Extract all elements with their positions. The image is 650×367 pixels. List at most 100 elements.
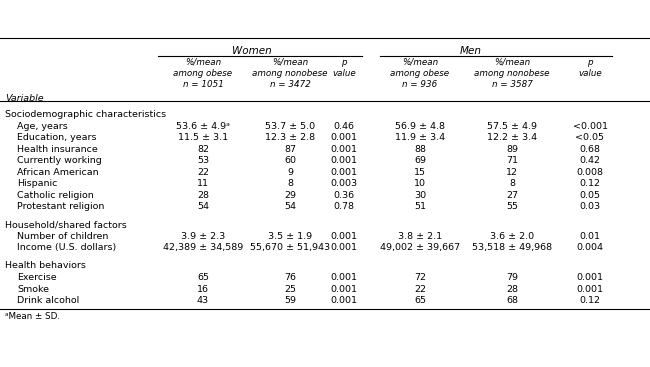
Text: %/mean
among nonobese
n = 3587: %/mean among nonobese n = 3587 bbox=[474, 58, 550, 89]
Text: Age, years: Age, years bbox=[17, 122, 68, 131]
Text: 53,518 ± 49,968: 53,518 ± 49,968 bbox=[472, 243, 552, 252]
Text: Variable: Variable bbox=[5, 94, 44, 103]
Text: Exercise: Exercise bbox=[17, 273, 57, 282]
Text: 8: 8 bbox=[509, 179, 515, 188]
Text: 3.9 ± 2.3: 3.9 ± 2.3 bbox=[181, 232, 225, 241]
Text: 10: 10 bbox=[414, 179, 426, 188]
Text: %/mean
among obese
n = 936: %/mean among obese n = 936 bbox=[391, 58, 450, 89]
Text: Women: Women bbox=[231, 46, 272, 55]
Text: 57.5 ± 4.9: 57.5 ± 4.9 bbox=[487, 122, 537, 131]
Text: 27: 27 bbox=[506, 191, 518, 200]
Text: ᵃMean ± SD.: ᵃMean ± SD. bbox=[5, 312, 60, 321]
Text: 55: 55 bbox=[506, 202, 518, 211]
Text: Currently working: Currently working bbox=[17, 156, 102, 165]
Text: 12.2 ± 3.4: 12.2 ± 3.4 bbox=[487, 133, 537, 142]
Text: 16: 16 bbox=[197, 285, 209, 294]
Text: 51: 51 bbox=[414, 202, 426, 211]
Text: 43: 43 bbox=[197, 296, 209, 305]
Text: 0.001: 0.001 bbox=[330, 145, 358, 154]
Text: 54: 54 bbox=[197, 202, 209, 211]
Text: Protestant religion: Protestant religion bbox=[17, 202, 105, 211]
Text: 0.46: 0.46 bbox=[333, 122, 354, 131]
Text: 28: 28 bbox=[197, 191, 209, 200]
Text: 88: 88 bbox=[414, 145, 426, 154]
Text: 89: 89 bbox=[506, 145, 518, 154]
Text: 11: 11 bbox=[197, 179, 209, 188]
Text: 0.001: 0.001 bbox=[330, 285, 358, 294]
Text: 3.8 ± 2.1: 3.8 ± 2.1 bbox=[398, 232, 442, 241]
Text: 29: 29 bbox=[284, 191, 296, 200]
Text: Household/shared factors: Household/shared factors bbox=[5, 220, 127, 229]
Text: 8: 8 bbox=[287, 179, 293, 188]
Text: 53: 53 bbox=[197, 156, 209, 165]
Text: 69: 69 bbox=[414, 156, 426, 165]
Text: 0.001: 0.001 bbox=[577, 285, 603, 294]
Text: 22: 22 bbox=[414, 285, 426, 294]
Text: 25: 25 bbox=[284, 285, 296, 294]
Text: 87: 87 bbox=[284, 145, 296, 154]
Text: Source: J Womens Health © 2004 Mary Ann Liebert, Inc.: Source: J Womens Health © 2004 Mary Ann … bbox=[397, 349, 642, 358]
Text: 65: 65 bbox=[414, 296, 426, 305]
Text: 56.9 ± 4.8: 56.9 ± 4.8 bbox=[395, 122, 445, 131]
Text: 49,002 ± 39,667: 49,002 ± 39,667 bbox=[380, 243, 460, 252]
Text: %/mean
among obese
n = 1051: %/mean among obese n = 1051 bbox=[174, 58, 233, 89]
Text: 0.78: 0.78 bbox=[333, 202, 354, 211]
Text: 79: 79 bbox=[506, 273, 518, 282]
Text: 42,389 ± 34,589: 42,389 ± 34,589 bbox=[163, 243, 243, 252]
Text: 0.001: 0.001 bbox=[330, 273, 358, 282]
Text: <0.001: <0.001 bbox=[573, 122, 608, 131]
Text: p
value: p value bbox=[332, 58, 356, 78]
Text: 0.004: 0.004 bbox=[577, 243, 603, 252]
Text: 3.6 ± 2.0: 3.6 ± 2.0 bbox=[490, 232, 534, 241]
Text: 0.003: 0.003 bbox=[330, 179, 358, 188]
Text: 0.12: 0.12 bbox=[580, 179, 601, 188]
Text: 0.008: 0.008 bbox=[577, 168, 603, 177]
Text: 72: 72 bbox=[414, 273, 426, 282]
Text: 3.5 ± 1.9: 3.5 ± 1.9 bbox=[268, 232, 312, 241]
Text: 0.12: 0.12 bbox=[580, 296, 601, 305]
Text: <0.05: <0.05 bbox=[575, 133, 604, 142]
Text: 0.05: 0.05 bbox=[580, 191, 601, 200]
Text: 0.001: 0.001 bbox=[330, 296, 358, 305]
Text: Smoke: Smoke bbox=[17, 285, 49, 294]
Text: 54: 54 bbox=[284, 202, 296, 211]
Text: 65: 65 bbox=[197, 273, 209, 282]
Text: Health behaviors: Health behaviors bbox=[5, 262, 86, 270]
Text: 53.7 ± 5.0: 53.7 ± 5.0 bbox=[265, 122, 315, 131]
Text: 68: 68 bbox=[506, 296, 518, 305]
Text: 82: 82 bbox=[197, 145, 209, 154]
Text: 59: 59 bbox=[284, 296, 296, 305]
Text: 15: 15 bbox=[414, 168, 426, 177]
Text: Men: Men bbox=[460, 46, 482, 55]
Text: www.medscape.com: www.medscape.com bbox=[195, 9, 310, 19]
Text: 11.5 ± 3.1: 11.5 ± 3.1 bbox=[178, 133, 228, 142]
Text: 28: 28 bbox=[506, 285, 518, 294]
Text: 0.001: 0.001 bbox=[330, 243, 358, 252]
Text: 0.01: 0.01 bbox=[580, 232, 601, 241]
Text: Income (U.S. dollars): Income (U.S. dollars) bbox=[17, 243, 116, 252]
Text: 9: 9 bbox=[287, 168, 293, 177]
Text: 0.001: 0.001 bbox=[330, 232, 358, 241]
Text: 0.36: 0.36 bbox=[333, 191, 354, 200]
Text: p
value: p value bbox=[578, 58, 602, 78]
Text: 0.001: 0.001 bbox=[577, 273, 603, 282]
Text: 60: 60 bbox=[284, 156, 296, 165]
Text: Drink alcohol: Drink alcohol bbox=[17, 296, 79, 305]
Text: 0.001: 0.001 bbox=[330, 133, 358, 142]
Text: Education, years: Education, years bbox=[17, 133, 96, 142]
Text: Number of children: Number of children bbox=[17, 232, 109, 241]
Text: 0.03: 0.03 bbox=[579, 202, 601, 211]
Text: 71: 71 bbox=[506, 156, 518, 165]
Text: 76: 76 bbox=[284, 273, 296, 282]
Text: Health insurance: Health insurance bbox=[17, 145, 98, 154]
Text: 11.9 ± 3.4: 11.9 ± 3.4 bbox=[395, 133, 445, 142]
Text: Sociodemographic characteristics: Sociodemographic characteristics bbox=[5, 110, 166, 119]
Text: 0.001: 0.001 bbox=[330, 168, 358, 177]
Text: 0.001: 0.001 bbox=[330, 156, 358, 165]
Text: 53.6 ± 4.9ᵃ: 53.6 ± 4.9ᵃ bbox=[176, 122, 230, 131]
Text: Hispanic: Hispanic bbox=[17, 179, 57, 188]
Text: Catholic religion: Catholic religion bbox=[17, 191, 94, 200]
Text: Medscape®: Medscape® bbox=[8, 8, 86, 21]
Text: 12: 12 bbox=[506, 168, 518, 177]
Text: African American: African American bbox=[17, 168, 99, 177]
